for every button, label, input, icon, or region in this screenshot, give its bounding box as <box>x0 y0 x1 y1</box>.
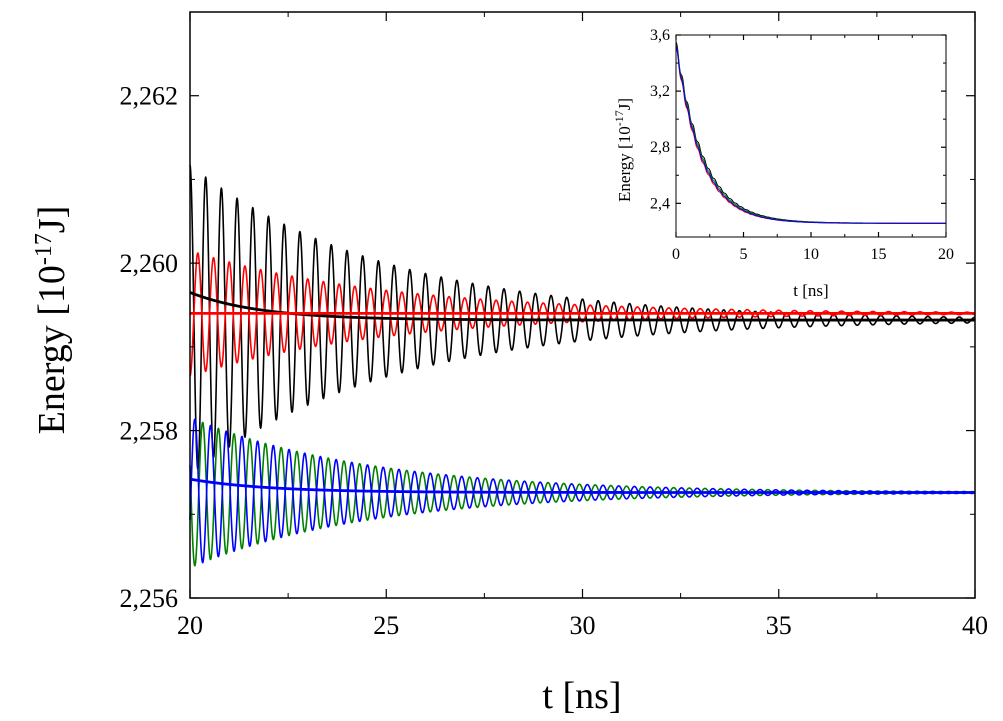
inset-y-axis-title: Energy [10-17J] <box>612 98 634 202</box>
inset-x-tick-label: 0 <box>672 246 680 263</box>
main-series-black-average <box>188 291 977 322</box>
main-series-group <box>188 165 977 567</box>
inset-y-tick-label: 2,4 <box>650 195 670 212</box>
inset-x-tick-label: 20 <box>938 246 954 263</box>
inset-y-tick-label: 2,8 <box>650 139 670 156</box>
inset-x-axis-title: t [ns] <box>793 281 828 300</box>
inset-series-group <box>675 41 947 224</box>
inset-ticks: 0 5 10 15 20 2,4 2,8 3,2 3,6 <box>650 27 954 263</box>
main-y-tick-label: 2,262 <box>120 82 179 111</box>
main-series-black-oscillation <box>189 165 976 470</box>
main-series-blue-average <box>188 477 977 494</box>
main-x-axis-title: t [ns] <box>542 675 621 717</box>
inset-y-title-exponent: -17 <box>612 110 626 126</box>
main-plot: 20 25 30 35 40 2,256 2,258 2,260 2,262 t [ns] En… <box>31 11 988 717</box>
inset-background <box>676 35 946 237</box>
main-x-tick-label: 20 <box>177 611 203 640</box>
main-x-tick-label: 30 <box>570 611 596 640</box>
inset-y-title-prefix: Energy [10 <box>615 126 634 202</box>
inset-y-tick-label: 3,2 <box>650 83 670 100</box>
main-x-tick-label: 35 <box>766 611 792 640</box>
main-x-tick-label: 40 <box>962 611 988 640</box>
main-y-title-prefix: Energy [10 <box>31 265 73 434</box>
main-y-tick-label: 2,260 <box>120 249 179 278</box>
inset-x-tick-label: 5 <box>740 246 748 263</box>
main-y-tick-label: 2,256 <box>120 584 179 613</box>
main-x-tick-label: 25 <box>373 611 399 640</box>
inset-y-tick-label: 3,6 <box>650 27 670 44</box>
inset-series-blue <box>675 44 947 224</box>
main-y-tick-label: 2,258 <box>120 417 179 446</box>
main-y-axis-title: Energy [10-17J] <box>31 206 73 435</box>
main-y-title-suffix: J] <box>31 206 73 233</box>
main-y-title-exponent: -17 <box>31 233 57 265</box>
inset-plot: 0 5 10 15 20 2,4 2,8 3,2 3,6 t [ns] Energy [10-1… <box>612 27 954 300</box>
main-ticks: 20 25 30 35 40 2,256 2,258 2,260 2,262 <box>120 12 988 640</box>
inset-y-title-suffix: J] <box>615 98 634 110</box>
inset-x-tick-label: 15 <box>871 246 887 263</box>
inset-x-tick-label: 10 <box>803 246 819 263</box>
